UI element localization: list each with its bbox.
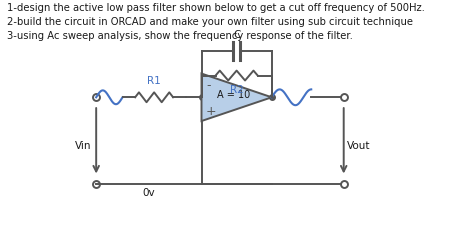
Polygon shape (201, 74, 272, 121)
Text: Vin: Vin (75, 141, 92, 151)
Text: R1: R1 (147, 76, 161, 86)
Text: +: + (206, 105, 217, 118)
Text: C: C (233, 30, 240, 40)
Text: 1-design the active low pass filter shown below to get a cut off frequency of 50: 1-design the active low pass filter show… (7, 3, 425, 13)
Text: 2-build the circuit in ORCAD and make your own filter using sub circuit techniqu: 2-build the circuit in ORCAD and make yo… (7, 17, 413, 27)
Text: Vout: Vout (347, 141, 371, 151)
Text: 0v: 0v (143, 188, 155, 198)
Text: 3-using Ac sweep analysis, show the frequency response of the filter.: 3-using Ac sweep analysis, show the freq… (7, 31, 353, 41)
Text: A = 10: A = 10 (218, 90, 251, 100)
Text: -: - (206, 79, 210, 92)
Text: R2: R2 (230, 86, 244, 95)
